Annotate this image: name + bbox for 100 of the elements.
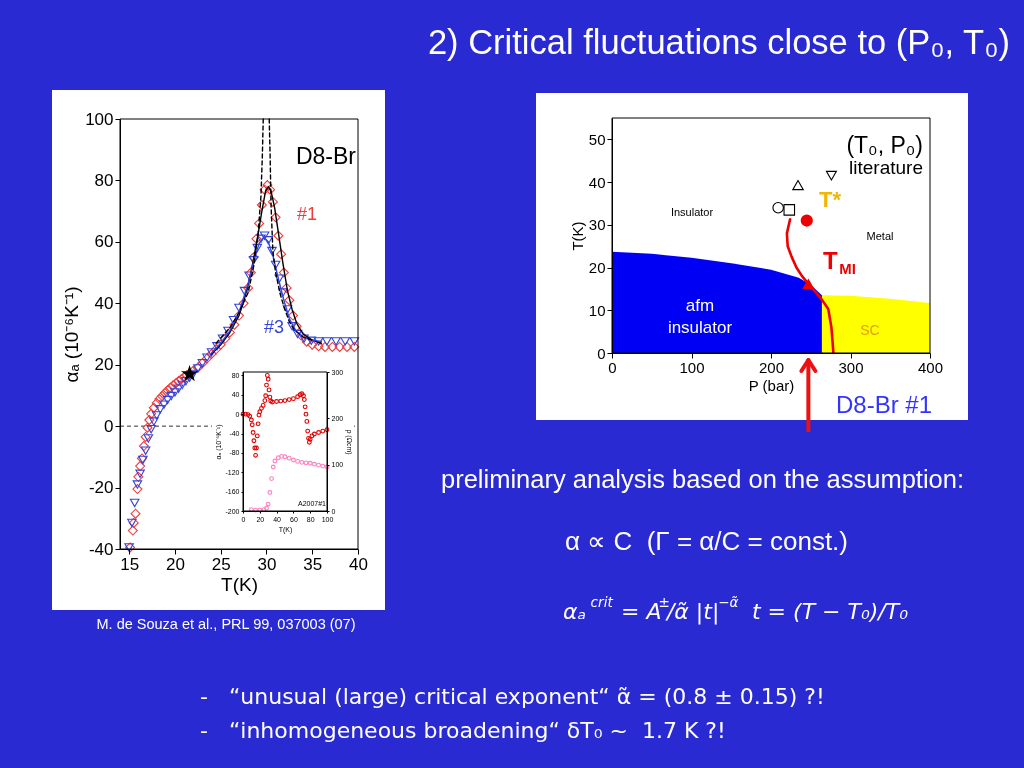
point — [307, 460, 313, 466]
text: 2) Critical fluctuations close to (P₀, T₀) — [427, 23, 1010, 61]
point — [275, 455, 281, 461]
point — [290, 457, 296, 463]
series-label: #3 — [264, 317, 285, 337]
point — [177, 380, 188, 390]
point — [253, 452, 259, 458]
point — [250, 430, 256, 435]
point — [316, 462, 322, 468]
point — [151, 411, 162, 420]
point — [290, 396, 296, 402]
point — [274, 274, 285, 283]
point — [825, 170, 837, 181]
series-label: SC — [860, 322, 880, 338]
point — [256, 412, 262, 418]
point — [301, 397, 307, 403]
x-tick-label: 100 — [679, 358, 705, 376]
point — [264, 382, 269, 388]
point — [259, 405, 264, 411]
x-tick-label: 0 — [608, 358, 617, 376]
point — [299, 334, 309, 343]
point — [299, 459, 305, 465]
y-tick-label: -40 — [88, 539, 114, 559]
point — [252, 243, 263, 253]
y-tick-label: 0 — [104, 416, 114, 436]
y-tick-label: 100 — [85, 109, 114, 129]
y-tick-label: 40 — [94, 293, 114, 313]
text: - “unusual (large) critical exponent“ α̃ = (0.8 ± 0.15) ?! — [200, 684, 825, 709]
point — [132, 480, 143, 489]
point — [274, 399, 280, 404]
point — [162, 395, 173, 405]
point — [129, 498, 140, 508]
point — [254, 433, 260, 439]
annotation: D8-Br — [295, 143, 357, 169]
point — [286, 397, 292, 403]
x-tick-label: 15 — [120, 554, 140, 574]
point — [295, 459, 301, 464]
x-tick-label: 40 — [349, 554, 368, 574]
point — [234, 303, 244, 313]
point — [282, 305, 293, 314]
y-tick-label: -20 — [88, 478, 114, 498]
point — [159, 400, 169, 409]
x-tick-label: 25 — [211, 554, 231, 574]
point — [155, 405, 166, 414]
point — [322, 337, 332, 346]
point — [181, 377, 191, 386]
point — [304, 418, 310, 424]
text: t = (T − T₀)/T₀ — [752, 599, 909, 624]
point — [212, 342, 222, 351]
point — [306, 439, 312, 445]
x-tick-label: 30 — [257, 554, 277, 574]
point — [800, 214, 813, 227]
point — [260, 403, 266, 408]
y-tick-label: 0 — [597, 344, 606, 362]
x-tick-label: 35 — [303, 554, 323, 574]
point — [316, 430, 322, 435]
point — [135, 469, 145, 478]
point — [320, 428, 326, 434]
point — [248, 417, 254, 423]
point — [802, 278, 815, 290]
point — [302, 404, 308, 410]
point — [264, 372, 270, 378]
point — [349, 337, 360, 346]
point — [262, 398, 268, 403]
y-tick-label: 20 — [588, 259, 606, 277]
point — [173, 384, 184, 393]
point — [313, 337, 324, 346]
point — [278, 288, 288, 297]
point — [265, 376, 271, 382]
point — [146, 424, 156, 434]
series-label: T* — [819, 187, 842, 212]
x-axis-title: T(K) — [221, 573, 258, 595]
point — [279, 453, 285, 459]
text: M. de Souza et al., PRL 99, 037003 (07) — [96, 616, 356, 632]
point — [255, 421, 261, 427]
annotation: literature — [849, 157, 923, 178]
point — [249, 422, 255, 428]
x-tick-label: 300 — [838, 358, 864, 376]
y-tick-label: 40 — [588, 173, 606, 191]
series-label: afm insulator — [667, 296, 733, 338]
y-tick-label: 80 — [94, 170, 114, 190]
y-tick-label: 60 — [94, 232, 114, 252]
y-axis-title: T(K) — [568, 221, 586, 251]
point — [257, 409, 263, 415]
y-tick-label: 10 — [588, 301, 606, 319]
point — [269, 476, 274, 481]
series-label: #1 — [297, 204, 318, 224]
point — [303, 460, 309, 466]
point — [228, 315, 239, 325]
point — [278, 398, 284, 404]
point — [244, 271, 254, 280]
point — [263, 236, 274, 245]
point — [259, 231, 270, 240]
point — [270, 260, 281, 270]
y-tick-label: 30 — [588, 216, 606, 234]
annotation: D8-Br #1 — [835, 391, 932, 418]
point — [267, 394, 273, 400]
point — [305, 428, 311, 434]
annotation: Metal — [866, 230, 894, 242]
point — [331, 337, 341, 346]
